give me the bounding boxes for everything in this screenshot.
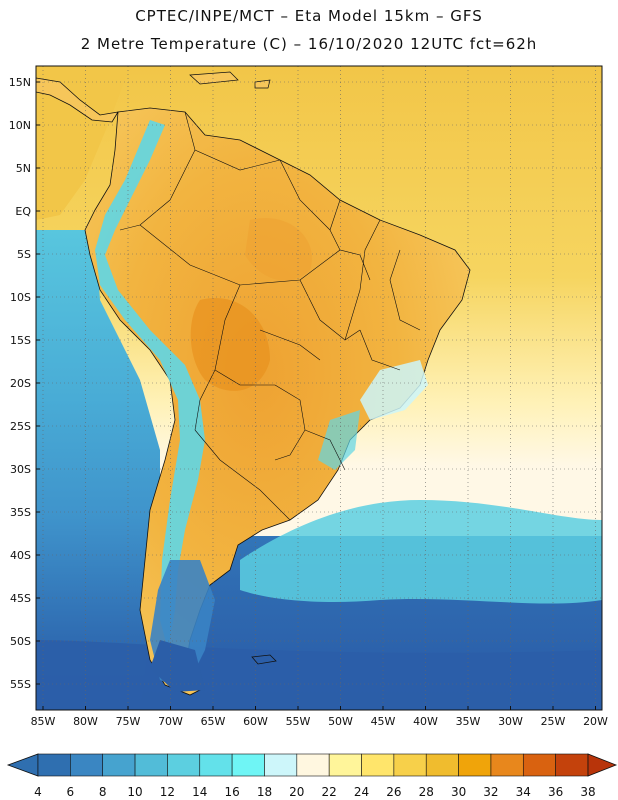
latitude-label: 45S [10, 592, 31, 605]
longitude-label: 85W [31, 715, 56, 728]
colorbar-swatch [231, 753, 265, 777]
colorbar-swatch [70, 753, 104, 777]
andes-cool-band [95, 120, 205, 650]
colorbar-label: 38 [580, 785, 595, 799]
colorbar-swatch [199, 753, 233, 777]
longitude-label: 55W [286, 715, 311, 728]
hot-core-amazon [245, 218, 312, 281]
colorbar-label: 28 [419, 785, 434, 799]
lat-lon-grid [36, 66, 602, 710]
longitude-label: 20W [583, 715, 608, 728]
longitude-label: 35W [456, 715, 481, 728]
colorbar-swatch [102, 753, 136, 777]
caribbean-island [254, 79, 271, 89]
colorbar-swatch [296, 753, 330, 777]
colorbar-label: 26 [386, 785, 401, 799]
central-america [36, 77, 119, 123]
colorbar-high-arrow [587, 753, 618, 777]
colorbar-label: 12 [160, 785, 175, 799]
colorbar-label: 34 [516, 785, 531, 799]
colorbar-label: 18 [257, 785, 272, 799]
colorbar-label: 4 [34, 785, 42, 799]
colorbar-label: 10 [127, 785, 142, 799]
longitude-label: 45W [371, 715, 396, 728]
pacific-ocean [36, 230, 160, 710]
longitude-label: 80W [73, 715, 98, 728]
longitude-labels: 85W 80W 75W 70W 65W 60W 55W 50W 45W 40W 35W 30W 25W 2… [31, 706, 608, 728]
longitude-label: 70W [158, 715, 183, 728]
map-title-line-2: 2 Metre Temperature (C) – 16/10/2020 12U… [80, 35, 538, 53]
latitude-label: 25S [10, 420, 31, 433]
latitude-label: 40S [10, 549, 31, 562]
colorbar-swatch [328, 753, 362, 777]
longitude-label: 25W [541, 715, 566, 728]
colorbar-label: 24 [354, 785, 369, 799]
latitude-label: 50S [10, 635, 31, 648]
longitude-label: 30W [498, 715, 523, 728]
longitude-label: 65W [201, 715, 226, 728]
tropical-pacific [36, 66, 130, 220]
latitude-label: 5S [17, 248, 31, 261]
latitude-label: 20S [10, 377, 31, 390]
colorbar: 4 6 8 10 12 14 16 18 20 22 24 26 28 30 32 34 36 38 [6, 753, 618, 799]
caribbean-island [189, 71, 239, 85]
latitude-label: 10N [9, 119, 31, 132]
map-title-line-1: CPTEC/INPE/MCT – Eta Model 15km – GFS [135, 7, 483, 25]
colorbar-label: 16 [224, 785, 239, 799]
colorbar-label: 30 [451, 785, 466, 799]
colorbar-label: 8 [99, 785, 107, 799]
latitude-label: 5N [16, 162, 31, 175]
colorbar-low-arrow [6, 753, 39, 777]
colorbar-swatch [264, 753, 298, 777]
longitude-label: 75W [116, 715, 141, 728]
atlantic-cool-band [240, 500, 602, 604]
latitude-label: 30S [10, 463, 31, 476]
colorbar-swatch [490, 753, 524, 777]
tierra-del-fuego-cold [150, 640, 205, 692]
longitude-label: 60W [243, 715, 268, 728]
brazil-highland-cool [360, 360, 428, 420]
latitude-label: 10S [10, 291, 31, 304]
longitude-label: 40W [413, 715, 438, 728]
colorbar-swatch [361, 753, 395, 777]
latitude-label: 35S [10, 506, 31, 519]
south-brazil-cool [318, 410, 360, 470]
colorbar-label: 14 [192, 785, 207, 799]
colorbar-swatch [522, 753, 556, 777]
colorbar-label: 36 [548, 785, 563, 799]
colorbar-label: 22 [322, 785, 337, 799]
latitude-label: 15N [9, 76, 31, 89]
latitude-label: 55S [10, 678, 31, 691]
latitude-labels: 15N 10N 5N EQ 5S 10S 15S 20S 25S 30S 35S 40S 45S 50S 5… [9, 76, 40, 691]
latitude-label: 15S [10, 334, 31, 347]
colorbar-swatch [458, 753, 492, 777]
colorbar-label: 32 [483, 785, 498, 799]
colorbar-swatch [393, 753, 427, 777]
longitude-label: 50W [328, 715, 353, 728]
map-frame [35, 65, 603, 711]
colorbar-swatch [37, 753, 71, 777]
colorbar-swatch [134, 753, 168, 777]
colorbar-swatch [425, 753, 459, 777]
colorbar-label: 20 [289, 785, 304, 799]
colorbar-swatch [167, 753, 201, 777]
colorbar-label: 6 [67, 785, 75, 799]
falkland-islands [251, 654, 277, 665]
colorbar-swatch [555, 753, 589, 777]
hot-core-bolivia [190, 298, 270, 391]
latitude-label: EQ [15, 205, 31, 218]
